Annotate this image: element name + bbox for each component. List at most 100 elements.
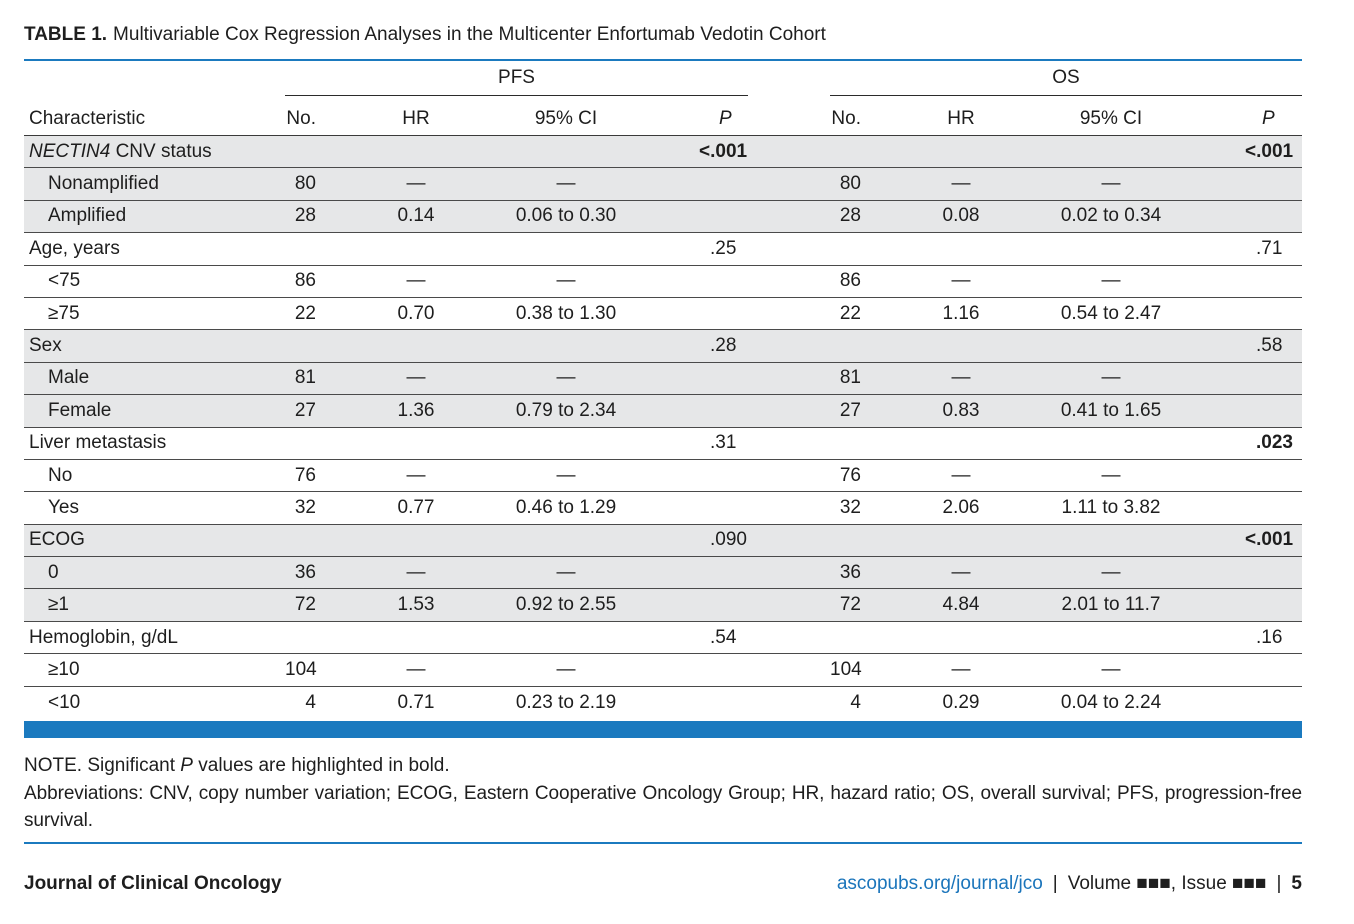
level-row: ≥10 104 — — 104 — — bbox=[24, 654, 1302, 687]
variable-name: ECOG bbox=[29, 529, 85, 551]
os-ci-cell: — bbox=[1101, 367, 1121, 389]
pfs-group-underline bbox=[285, 95, 748, 96]
pfs-ci-cell: — bbox=[556, 658, 576, 680]
os-hr-cell: — bbox=[951, 367, 971, 389]
pfs-no-cell: 72 bbox=[294, 594, 316, 616]
level-row: Nonamplified 80 — — 80 — — bbox=[24, 168, 1302, 201]
os-p-value: <.001 bbox=[1245, 140, 1294, 162]
pfs-p-value: .54 bbox=[710, 626, 737, 648]
pfs-p-value: .31 bbox=[710, 432, 737, 454]
os-p-value: .71 bbox=[1256, 237, 1283, 259]
abbreviations-note: Abbreviations: CNV, copy number variatio… bbox=[24, 782, 1302, 832]
pfs-hr-cell: 0.14 bbox=[397, 205, 435, 227]
variable-name: CNV status bbox=[115, 140, 212, 162]
pfs-ci-header: 95% CI bbox=[534, 108, 598, 129]
variable-row: NECTIN4 CNV status <.001 <.001 bbox=[24, 136, 1302, 169]
os-hr-cell: — bbox=[951, 561, 971, 583]
os-hr-cell: — bbox=[951, 173, 971, 195]
os-no-cell: 72 bbox=[839, 594, 861, 616]
level-row: 0 36 — — 36 — — bbox=[24, 557, 1302, 590]
os-hr-cell: — bbox=[951, 658, 971, 680]
pfs-hr-cell: — bbox=[406, 561, 426, 583]
os-hr-cell: — bbox=[951, 270, 971, 292]
variable-row: Hemoglobin, g/dL .54 .16 bbox=[24, 622, 1302, 655]
os-no-cell: 32 bbox=[839, 496, 861, 518]
pfs-no-cell: 104 bbox=[285, 658, 317, 680]
pfs-hr-cell: 1.53 bbox=[397, 594, 435, 616]
pfs-no-cell: 32 bbox=[294, 496, 316, 518]
pfs-p-value: .28 bbox=[710, 335, 737, 357]
os-hr-cell: — bbox=[951, 464, 971, 486]
os-p-header: P bbox=[1262, 108, 1275, 129]
os-ci-cell: 1.11 to 3.82 bbox=[1061, 496, 1161, 518]
pfs-no-cell: 80 bbox=[294, 173, 316, 195]
os-ci-cell: 0.04 to 2.24 bbox=[1060, 691, 1162, 713]
variable-label: Hemoglobin, g/dL bbox=[24, 627, 285, 649]
footer-info: ascopubs.org/journal/jco | Volume ■■■, I… bbox=[837, 872, 1302, 896]
level-label: No bbox=[48, 464, 73, 486]
pfs-ci-cell: 0.92 to 2.55 bbox=[515, 594, 617, 616]
os-ci-cell: 0.41 to 1.65 bbox=[1060, 399, 1162, 421]
os-no-header: No. bbox=[831, 108, 861, 129]
os-ci-cell: — bbox=[1101, 270, 1121, 292]
os-ci-cell: — bbox=[1101, 464, 1121, 486]
journal-name: Journal of Clinical Oncology bbox=[24, 873, 282, 894]
level-label: 0 bbox=[48, 561, 59, 583]
variable-row: Liver metastasis .31 .023 bbox=[24, 428, 1302, 460]
os-p-value: .16 bbox=[1256, 626, 1283, 648]
os-hr-cell: 1.16 bbox=[942, 302, 980, 324]
pfs-no-header: No. bbox=[286, 108, 316, 129]
level-row: ≥1 72 1.53 0.92 to 2.55 72 4.84 2.01 to 11.7 bbox=[24, 589, 1302, 622]
os-group-header: OS bbox=[1052, 67, 1080, 88]
pfs-no-cell: 22 bbox=[294, 302, 316, 324]
pfs-ci-cell: 0.46 to 1.29 bbox=[515, 496, 617, 518]
os-no-cell: 80 bbox=[839, 173, 861, 195]
level-label: ≥75 bbox=[48, 302, 80, 324]
level-row: Female 27 1.36 0.79 to 2.34 27 0.83 0.41 to 1.… bbox=[24, 395, 1302, 428]
os-ci-cell: — bbox=[1101, 658, 1121, 680]
table-bottom-bar bbox=[24, 721, 1302, 738]
os-hr-cell: 2.06 bbox=[942, 496, 980, 518]
level-label: Female bbox=[48, 399, 112, 421]
os-ci-header: 95% CI bbox=[1079, 108, 1143, 129]
pfs-ci-cell: — bbox=[556, 367, 576, 389]
note-text-before: NOTE. Significant bbox=[24, 755, 175, 776]
journal-url-link[interactable]: ascopubs.org/journal/jco bbox=[836, 873, 1043, 894]
pfs-hr-cell: — bbox=[406, 464, 426, 486]
os-ci-cell: 2.01 to 11.7 bbox=[1061, 594, 1161, 616]
os-no-cell: 22 bbox=[839, 302, 861, 324]
table-title: TABLE 1. Multivariable Cox Regression Ana… bbox=[24, 23, 826, 47]
os-ci-cell: 0.02 to 0.34 bbox=[1060, 205, 1162, 227]
variable-name: Hemoglobin, g/dL bbox=[29, 626, 178, 648]
level-label: Male bbox=[48, 367, 90, 389]
level-label: <10 bbox=[48, 691, 81, 713]
gene-name: NECTIN4 bbox=[29, 140, 111, 162]
pfs-ci-cell: — bbox=[556, 561, 576, 583]
os-no-cell: 76 bbox=[839, 464, 861, 486]
pfs-ci-cell: 0.38 to 1.30 bbox=[515, 302, 617, 324]
footer-rule bbox=[24, 842, 1302, 844]
os-hr-cell: 4.84 bbox=[942, 594, 980, 616]
pfs-hr-cell: — bbox=[406, 173, 426, 195]
pfs-hr-cell: — bbox=[406, 658, 426, 680]
pfs-ci-cell: — bbox=[556, 464, 576, 486]
variable-label: Age, years bbox=[24, 238, 285, 260]
level-label: Amplified bbox=[48, 205, 127, 227]
pfs-hr-cell: 1.36 bbox=[397, 399, 435, 421]
level-row: Male 81 — — 81 — — bbox=[24, 362, 1302, 396]
level-row: Amplified 28 0.14 0.06 to 0.30 28 0.08 0.02 to… bbox=[24, 200, 1302, 234]
variable-label: NECTIN4 CNV status bbox=[24, 141, 285, 163]
variable-label: ECOG bbox=[24, 529, 285, 551]
header-rule bbox=[24, 135, 1302, 136]
os-hr-cell: 0.29 bbox=[942, 691, 980, 713]
os-p-value: .58 bbox=[1256, 335, 1283, 357]
os-no-cell: 81 bbox=[839, 367, 861, 389]
os-hr-cell: 0.83 bbox=[942, 399, 980, 421]
os-ci-cell: 0.54 to 2.47 bbox=[1060, 302, 1162, 324]
table-body: NECTIN4 CNV status <.001 <.001 Nonamplified… bbox=[24, 136, 1302, 719]
pfs-ci-cell: — bbox=[556, 173, 576, 195]
level-label: Nonamplified bbox=[48, 173, 159, 195]
level-row: Yes 32 0.77 0.46 to 1.29 32 2.06 1.11 to 3.82 bbox=[24, 492, 1302, 525]
variable-row: Sex .28 .58 bbox=[24, 330, 1302, 363]
pfs-no-cell: 36 bbox=[294, 561, 316, 583]
